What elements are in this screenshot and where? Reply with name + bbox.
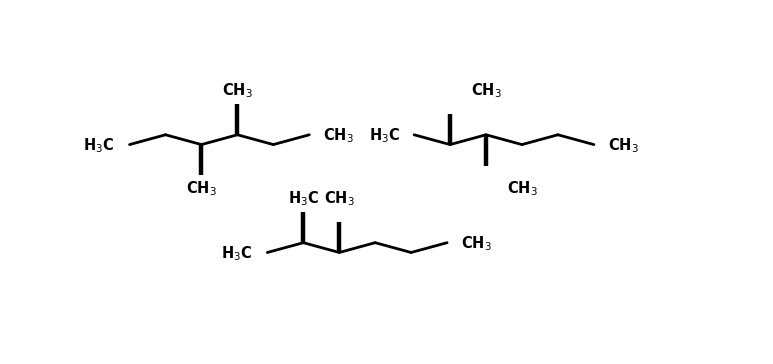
Text: CH$_3$: CH$_3$ xyxy=(461,234,492,253)
Text: CH$_3$: CH$_3$ xyxy=(608,136,638,155)
Text: CH$_3$: CH$_3$ xyxy=(324,189,355,207)
Text: H$_3$C: H$_3$C xyxy=(288,189,319,207)
Text: CH$_3$: CH$_3$ xyxy=(471,81,502,100)
Text: CH$_3$: CH$_3$ xyxy=(323,126,354,145)
Text: CH$_3$: CH$_3$ xyxy=(186,179,217,198)
Text: H$_3$C: H$_3$C xyxy=(221,244,253,263)
Text: H$_3$C: H$_3$C xyxy=(83,136,114,155)
Text: H$_3$C: H$_3$C xyxy=(369,126,400,145)
Text: CH$_3$: CH$_3$ xyxy=(222,81,253,100)
Text: CH$_3$: CH$_3$ xyxy=(506,179,537,198)
